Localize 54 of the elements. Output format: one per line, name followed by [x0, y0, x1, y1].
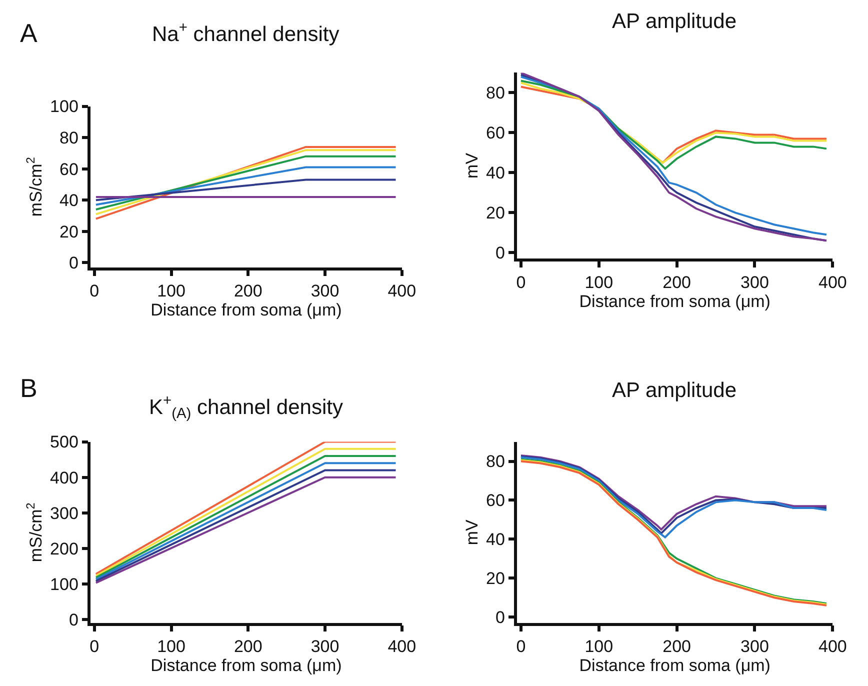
x-tick-label: 100 — [157, 281, 186, 300]
x-tick-label: 400 — [388, 637, 416, 656]
x-axis-title: Distance from soma (μm) — [579, 292, 770, 311]
y-tick-label: 80 — [59, 128, 78, 148]
chart-title: AP amplitude — [612, 10, 737, 33]
y-tick-label: 400 — [50, 468, 78, 488]
x-tick-label: 100 — [584, 637, 614, 656]
text: A — [20, 18, 38, 48]
x-tick-label: 300 — [310, 281, 340, 300]
x-tick-label: 200 — [662, 272, 692, 292]
x-tick-label: 400 — [388, 281, 416, 300]
y-tick-label: 40 — [486, 164, 505, 183]
x-tick-label: 300 — [740, 637, 769, 656]
x-axis-title: Distance from soma (μm) — [150, 300, 342, 320]
y-tick-label: 40 — [486, 530, 505, 550]
y-tick-label: 0 — [495, 244, 505, 263]
y-tick-label: 20 — [486, 204, 505, 223]
y-tick-label: 60 — [486, 491, 505, 510]
x-tick-label: 200 — [662, 637, 692, 656]
x-tick-label: 200 — [234, 281, 262, 300]
y-axis-title: mV — [462, 518, 482, 546]
x-tick-label: 400 — [818, 272, 847, 292]
y-tick-label: 20 — [59, 222, 78, 242]
x-tick-label: 100 — [157, 637, 186, 656]
x-axis-title: Distance from soma (μm) — [150, 656, 342, 676]
y-tick-label: 20 — [486, 569, 505, 588]
y-tick-label: 60 — [59, 160, 78, 179]
chart-title: Na$^{+}$ channel density — [152, 20, 340, 46]
x-tick-label: 300 — [740, 272, 769, 292]
y-tick-label: 200 — [50, 539, 78, 558]
y-tick-label: 80 — [486, 84, 505, 103]
x-tick-label: 100 — [584, 272, 614, 292]
text: B — [20, 373, 38, 403]
y-tick-label: 0 — [495, 608, 505, 628]
chart-title: AP amplitude — [612, 379, 737, 402]
y-tick-label: 0 — [68, 254, 78, 273]
x-tick-label: 400 — [818, 637, 847, 656]
y-tick-label: 60 — [486, 124, 505, 143]
y-tick-label: 0 — [68, 610, 78, 630]
x-tick-label: 300 — [310, 637, 340, 656]
x-axis-title: Distance from soma (μm) — [579, 656, 770, 676]
chart-title: K$^{+}$$_{(A)}$ channel density — [149, 393, 344, 422]
y-tick-label: 100 — [50, 574, 78, 594]
x-tick-label: 0 — [90, 281, 100, 300]
x-tick-label: 200 — [234, 637, 262, 656]
y-tick-label: 100 — [50, 97, 78, 116]
y-tick-label: 300 — [50, 504, 78, 523]
y-axis-title: mV — [462, 152, 482, 178]
x-tick-label: 0 — [90, 637, 100, 656]
y-tick-label: 80 — [486, 452, 505, 472]
y-tick-label: 40 — [59, 191, 78, 210]
x-tick-label: 0 — [516, 272, 526, 292]
y-tick-label: 500 — [50, 432, 78, 452]
x-tick-label: 0 — [516, 637, 526, 656]
